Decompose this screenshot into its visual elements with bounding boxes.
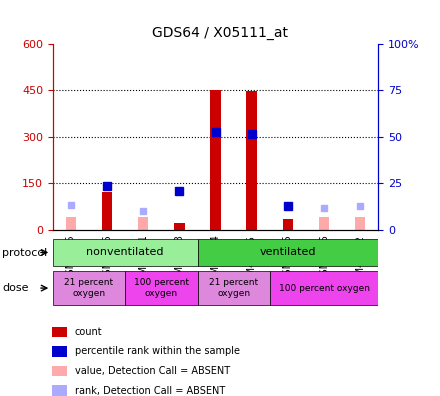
- Text: 21 percent
oxygen: 21 percent oxygen: [64, 278, 114, 298]
- Bar: [52, 366, 67, 376]
- Bar: [282, 219, 293, 230]
- Text: rank, Detection Call = ABSENT: rank, Detection Call = ABSENT: [75, 386, 225, 396]
- Bar: [319, 217, 329, 230]
- Text: protocol: protocol: [2, 248, 48, 258]
- Text: value, Detection Call = ABSENT: value, Detection Call = ABSENT: [75, 366, 230, 376]
- Text: GDS64 / X05111_at: GDS64 / X05111_at: [152, 26, 288, 40]
- Text: count: count: [75, 327, 103, 337]
- Bar: [138, 217, 148, 230]
- Text: 21 percent
oxygen: 21 percent oxygen: [209, 278, 258, 298]
- Bar: [66, 217, 76, 230]
- Bar: [52, 346, 67, 357]
- Bar: [270, 271, 378, 305]
- Bar: [210, 90, 221, 230]
- Text: percentile rank within the sample: percentile rank within the sample: [75, 346, 240, 356]
- Bar: [198, 271, 270, 305]
- Text: 100 percent
oxygen: 100 percent oxygen: [134, 278, 189, 298]
- Bar: [356, 217, 365, 230]
- Bar: [125, 271, 198, 305]
- Bar: [52, 327, 67, 337]
- Bar: [174, 223, 185, 230]
- Bar: [52, 385, 67, 396]
- Bar: [53, 239, 198, 266]
- Text: nonventilated: nonventilated: [86, 248, 164, 257]
- Bar: [53, 271, 125, 305]
- Bar: [198, 239, 378, 266]
- Bar: [246, 91, 257, 230]
- Bar: [102, 192, 113, 230]
- Text: dose: dose: [2, 283, 29, 293]
- Text: 100 percent oxygen: 100 percent oxygen: [279, 284, 370, 293]
- Text: ventilated: ventilated: [260, 248, 316, 257]
